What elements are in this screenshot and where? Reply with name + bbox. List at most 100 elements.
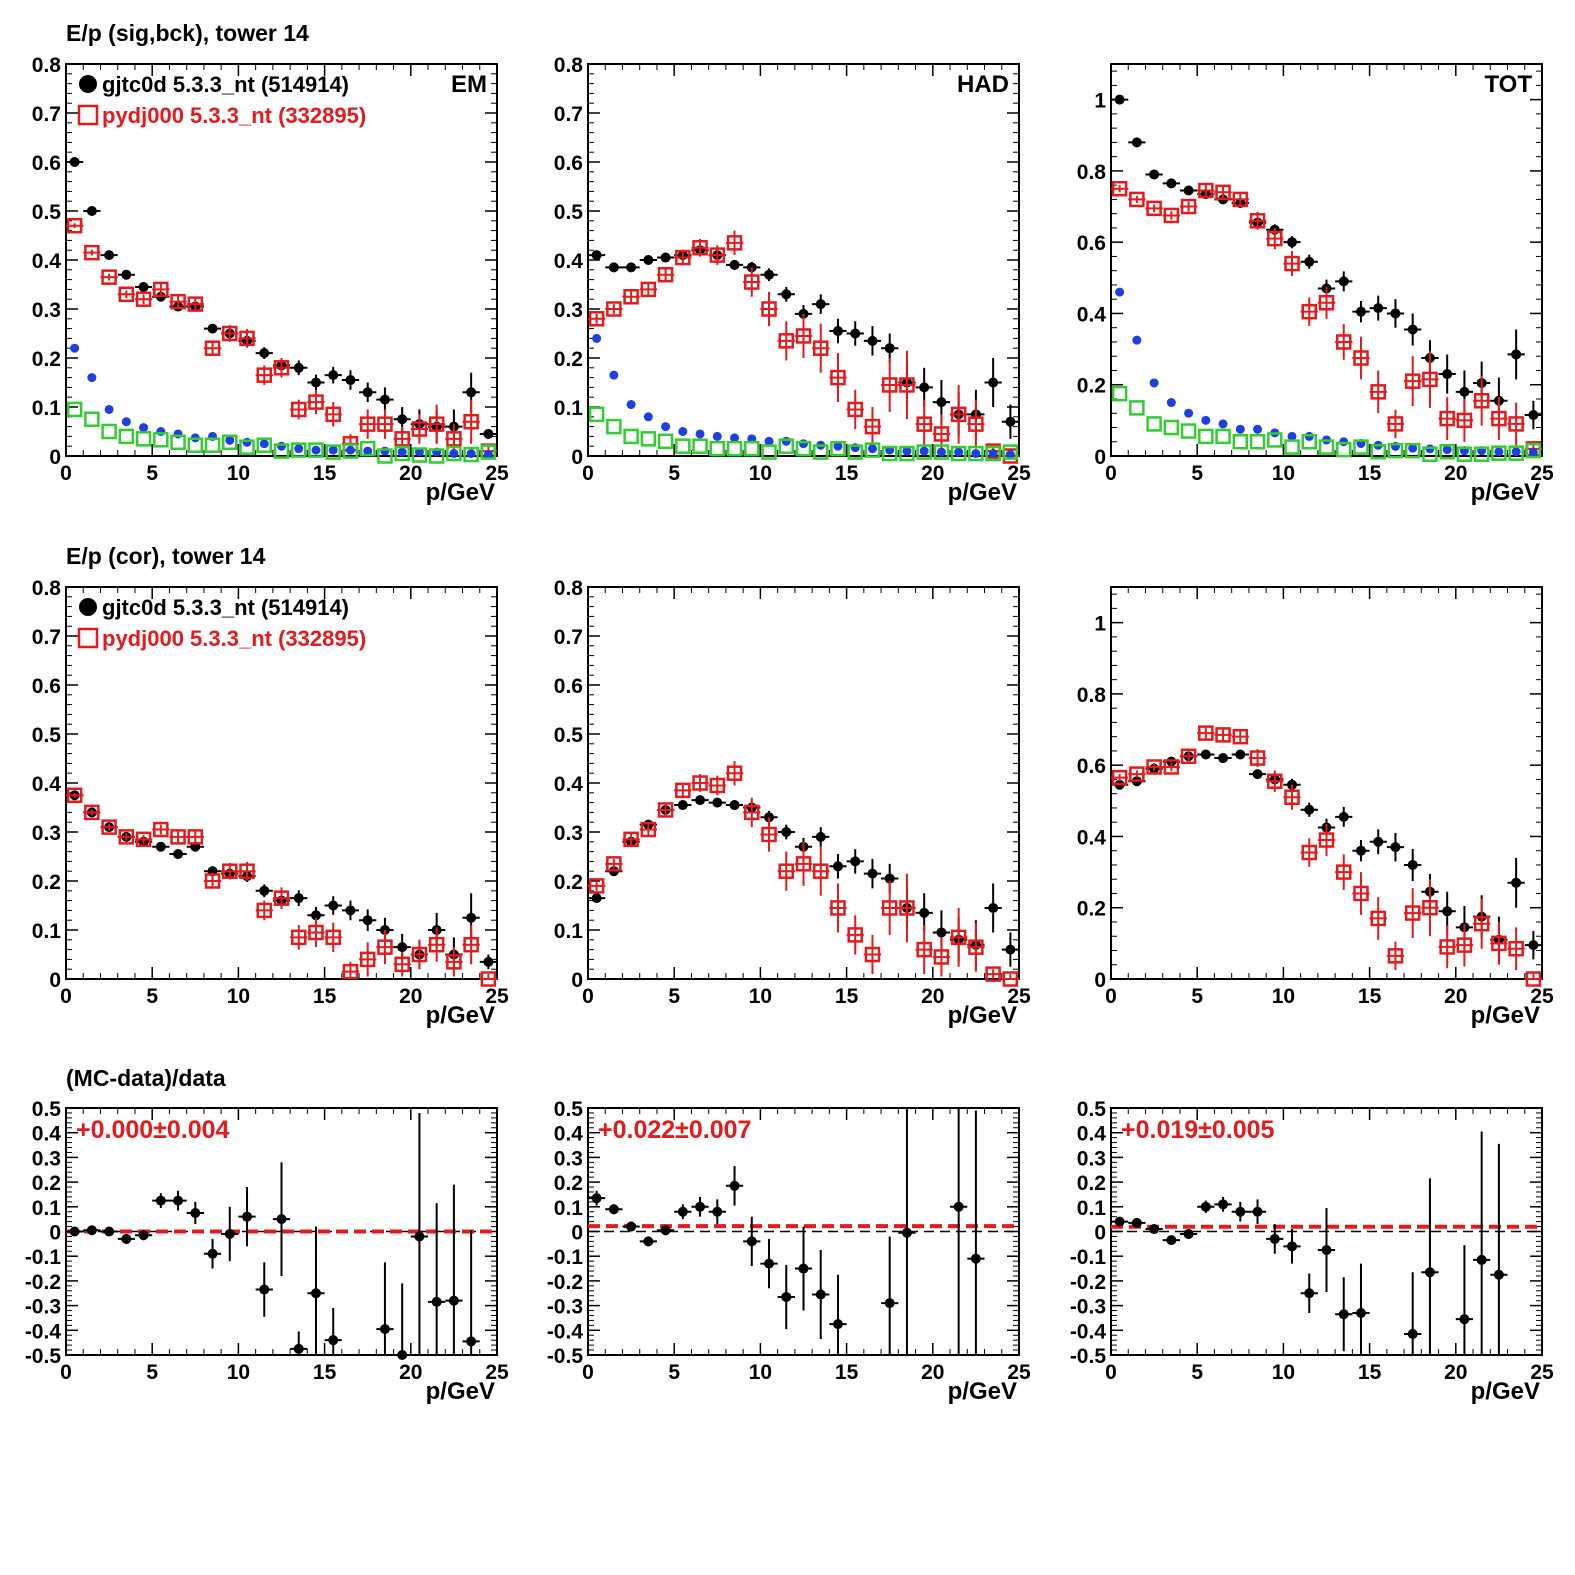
data-point [1304,1288,1315,1299]
series-data [1111,1131,1508,1355]
y-tick-label: 0.7 [554,626,583,649]
data-point [359,951,376,968]
data-point [588,878,605,894]
data-point [850,856,861,867]
data-point [954,447,964,457]
data-point [1511,349,1522,360]
data-point [608,1204,619,1215]
data-point [1370,443,1386,460]
data-point [744,440,760,457]
data-point [726,765,743,781]
data-point [1149,378,1159,388]
y-tick-label: 0 [571,1222,583,1245]
data-point [588,311,605,327]
x-axis-title: p/GeV [426,1002,495,1029]
data-point [224,1228,235,1239]
data-point [712,1206,723,1217]
data-point [623,289,639,305]
data-point [104,404,114,414]
data-point [1525,442,1542,459]
data-point [1284,439,1300,455]
data-point [359,416,376,432]
data-point [187,437,204,453]
data-point [1424,1267,1435,1278]
data-point [204,340,221,356]
data-point [1456,937,1473,953]
data-point [985,966,1001,982]
data-point [1422,446,1438,462]
data-point [377,939,393,955]
data-point [730,433,740,443]
data-point [729,800,740,811]
data-point [832,861,843,872]
y-tick-label: 0.7 [32,103,61,126]
data-point [712,797,723,808]
data-point [919,907,930,918]
x-tick-label: 20 [399,985,422,1008]
x-tick-label: 25 [1530,1361,1554,1384]
x-tick-label: 25 [485,462,509,485]
data-point [449,449,459,459]
data-point [328,1335,339,1346]
data-point [1301,303,1318,320]
data-point [87,373,97,383]
data-point [466,449,476,459]
data-point [101,269,117,285]
data-point [1335,441,1352,458]
data-point [712,431,722,441]
data-point [225,435,235,445]
y-tick-label: 0.4 [32,1123,62,1146]
data-point [86,1225,97,1236]
data-point [1253,424,1263,434]
y-tick-label: -0.3 [547,1296,583,1319]
data-point [677,1206,688,1217]
data-point [1249,433,1266,450]
data-point [153,432,169,448]
y-tick-label: -0.5 [547,1345,584,1368]
data-point [118,428,135,445]
data-point [1249,213,1266,229]
data-point [761,301,777,317]
y-tick-label: 0.4 [554,1123,584,1146]
data-point [657,433,674,450]
data-point [187,829,204,845]
data-point [345,375,356,386]
x-tick-label: 20 [1444,1361,1467,1384]
legend-marker-data [79,598,97,616]
data-point [328,370,339,381]
data-point [173,1195,184,1206]
fit-result-label: +0.022±0.007 [598,1116,751,1144]
y-tick-label: 0 [49,446,61,469]
data-point [239,863,255,879]
data-point [1218,419,1228,429]
y-tick-label: 0.8 [554,577,584,600]
data-point [626,1221,637,1232]
data-point [1473,916,1490,932]
data-point [273,890,290,906]
x-tick-label: 0 [1105,462,1117,485]
data-point [1132,335,1142,345]
data-point [606,418,622,435]
series-bck_mc [1111,385,1542,462]
data-point [657,802,674,818]
data-point [414,1231,425,1242]
data-point [1390,842,1401,853]
data-point [1407,324,1418,335]
data-point [1287,431,1297,441]
data-point [795,328,812,344]
data-point [153,821,169,838]
data-point [744,804,760,821]
legend-label-mc: pydj000 5.3.3_nt (332895) [102,103,366,128]
y-tick-label: 0.1 [32,1197,62,1220]
data-point [1180,748,1197,765]
data-point [394,445,410,462]
y-tick-label: 0.8 [32,577,62,600]
data-point [446,445,462,462]
x-tick-label: 15 [1358,1361,1382,1384]
data-point [411,946,428,963]
data-point [1456,446,1473,462]
data-point [1459,1314,1470,1325]
data-point [675,438,691,454]
data-point [1301,433,1318,450]
data-point [397,414,408,425]
